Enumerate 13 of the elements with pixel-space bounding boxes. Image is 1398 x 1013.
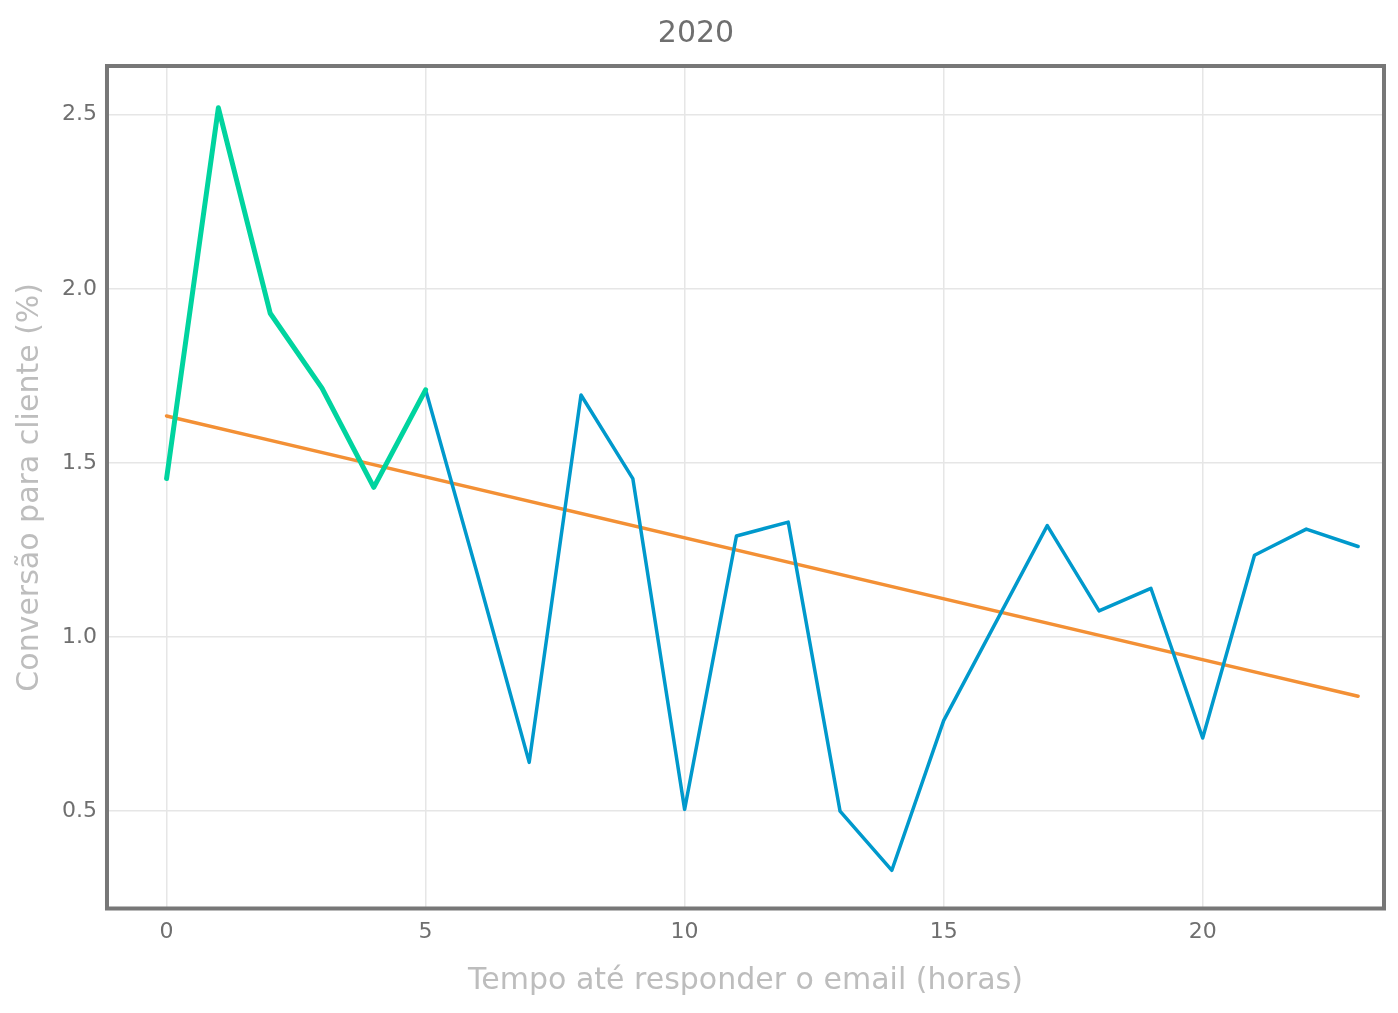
y-axis-title: Conversão para cliente (%) [9,282,45,692]
y-tick-label: 2.5 [61,100,97,126]
x-axis-title: Tempo até responder o email (horas) [467,960,1023,996]
chart-title: 2020 [657,13,735,49]
y-tick-label: 2.0 [61,274,97,300]
x-tick-label: 5 [418,917,433,943]
y-tick-label: 1.0 [61,622,97,648]
x-tick-label: 0 [159,917,174,943]
x-tick-label: 20 [1188,917,1217,943]
y-tick-label: 1.5 [61,448,97,474]
x-tick-label: 15 [929,917,958,943]
y-tick-label: 0.5 [61,796,97,822]
x-tick-label: 10 [670,917,699,943]
